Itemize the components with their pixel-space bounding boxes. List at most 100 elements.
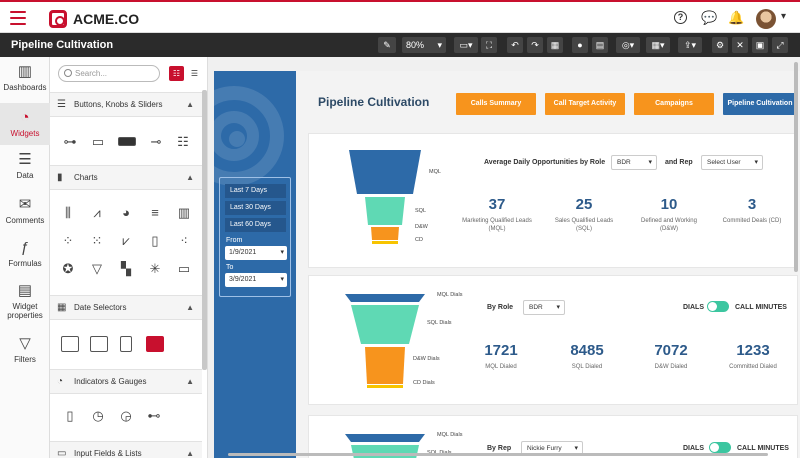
- radar-chart-icon[interactable]: ✪: [62, 261, 74, 276]
- magic-wand-icon[interactable]: ✎: [378, 37, 396, 53]
- dials-minutes-toggle[interactable]: [707, 301, 729, 312]
- chevron-down-icon[interactable]: ▾: [781, 11, 787, 22]
- canvas-vertical-scrollbar[interactable]: [794, 62, 798, 272]
- horizontal-bar-chart-icon[interactable]: ≡: [151, 205, 159, 220]
- save-icon[interactable]: ▣: [752, 37, 768, 53]
- chat-icon[interactable]: 💬: [701, 10, 718, 25]
- section-label: Buttons, Knobs & Sliders: [74, 100, 163, 109]
- share-icon[interactable]: ⤢: [772, 37, 788, 53]
- section-date-selectors[interactable]: ▦ Date Selectors ▲: [50, 295, 202, 320]
- traffic-light-widget-icon[interactable]: ▯: [66, 408, 74, 423]
- scatter-chart-icon[interactable]: ⁘: [62, 233, 74, 248]
- rail-item-widget-properties[interactable]: ▤ Widget properties: [0, 282, 50, 322]
- rail-item-comments[interactable]: ✉ Comments: [0, 196, 50, 234]
- hamburger-menu-icon[interactable]: [10, 11, 26, 25]
- avatar[interactable]: [756, 9, 776, 29]
- dials-minutes-toggle[interactable]: [709, 442, 731, 453]
- color-drop-icon[interactable]: ●: [572, 37, 588, 53]
- section-charts[interactable]: ▮ Charts ▲: [50, 165, 202, 190]
- day-widget-icon[interactable]: [146, 336, 164, 352]
- rail-item-formulas[interactable]: ƒ Formulas: [0, 239, 50, 277]
- line-chart-icon[interactable]: ⩘: [93, 205, 101, 220]
- kpi-label: Marketing Qualified Leads (MQL): [462, 218, 532, 232]
- dot-chart-icon[interactable]: ⁖: [180, 233, 188, 248]
- dials-funnel: [345, 294, 425, 388]
- role-select[interactable]: BDR: [611, 155, 657, 170]
- tab-calls-summary[interactable]: Calls Summary: [456, 93, 536, 115]
- tab-pipeline-cultivation[interactable]: Pipeline Cultivation: [723, 93, 797, 115]
- slider-widget-icon[interactable]: ☷: [177, 134, 189, 149]
- area-chart-icon[interactable]: ⩗: [122, 233, 130, 248]
- switch-widget-icon[interactable]: ⊸: [150, 134, 162, 149]
- date-option[interactable]: Last 7 Days: [225, 184, 286, 198]
- panel-scrollbar[interactable]: [202, 90, 207, 370]
- funnel-sql-dials: [351, 305, 419, 344]
- section-label: Date Selectors: [74, 303, 127, 312]
- filter-icon: ▽: [19, 335, 31, 352]
- close-icon[interactable]: ✕: [732, 37, 748, 53]
- tab-call-target-activity[interactable]: Call Target Activity: [545, 93, 625, 115]
- table-icon[interactable]: ▦▾: [646, 37, 670, 53]
- zoom-select[interactable]: 80% ▾: [402, 37, 446, 53]
- rail-label: Widget properties: [7, 302, 43, 320]
- redo-icon[interactable]: ↷: [527, 37, 543, 53]
- speedometer-widget-icon[interactable]: ◶: [120, 408, 132, 423]
- rail-label: Widgets: [10, 129, 40, 138]
- dashboard-canvas: Last 7 Days Last 30 Days Last 60 Days Fr…: [208, 57, 800, 458]
- dials-toggle-label: DIALS: [683, 445, 704, 452]
- rail-item-dashboards[interactable]: ▥ Dashboards: [0, 63, 50, 101]
- toggle-widget-icon[interactable]: ⊶: [63, 134, 77, 149]
- ok-button-widget-icon[interactable]: [118, 137, 136, 146]
- funnel-chart-icon[interactable]: ▽: [92, 261, 102, 276]
- search-input[interactable]: Search...: [58, 65, 160, 82]
- candlestick-chart-icon[interactable]: ⫼: [65, 205, 71, 220]
- gauge-icon: ◔: [57, 376, 64, 387]
- document-icon[interactable]: ▤: [592, 37, 608, 53]
- kpi-value: 25: [575, 196, 593, 213]
- dial-gauge-widget-icon[interactable]: ◷: [92, 408, 104, 423]
- grid-icon[interactable]: ▦: [547, 37, 563, 53]
- date-option[interactable]: Last 60 Days: [225, 218, 286, 232]
- column-chart-icon[interactable]: ▯: [151, 233, 159, 248]
- sparkline-chart-icon[interactable]: ▭: [177, 261, 191, 276]
- treemap-chart-icon[interactable]: ▚: [121, 261, 131, 276]
- hide-icon[interactable]: ◎▾: [616, 37, 640, 53]
- undo-icon[interactable]: ↶: [507, 37, 523, 53]
- gear-icon[interactable]: ⚙: [712, 37, 728, 53]
- canvas-horizontal-scrollbar[interactable]: [228, 453, 768, 456]
- date-picker-widget-icon[interactable]: [90, 336, 108, 352]
- bubble-chart-icon[interactable]: ⁙: [91, 233, 103, 248]
- kpi-label: Commited Deals (CD): [722, 218, 782, 224]
- section-buttons-knobs-sliders[interactable]: ☰ Buttons, Knobs & Sliders ▲: [50, 92, 202, 117]
- funnel-label: MQL Dials: [437, 432, 463, 438]
- linear-gauge-widget-icon[interactable]: ⊷: [147, 408, 161, 423]
- to-date-input[interactable]: 3/9/2021: [225, 273, 287, 287]
- from-date-input[interactable]: 1/9/2021: [225, 246, 287, 260]
- network-chart-icon[interactable]: ✳: [149, 261, 161, 276]
- rep-select[interactable]: Select User: [701, 155, 763, 170]
- tab-campaigns[interactable]: Campaigns: [634, 93, 714, 115]
- funnel-cd-dials: [367, 385, 403, 388]
- fullscreen-icon[interactable]: ⛶: [481, 37, 497, 53]
- dashboard-title: Pipeline Cultivation: [318, 95, 430, 109]
- section-input-fields-lists[interactable]: ▭ Input Fields & Lists ▲: [50, 441, 202, 458]
- bell-icon[interactable]: 🔔: [728, 10, 745, 25]
- date-option[interactable]: Last 30 Days: [225, 201, 286, 215]
- pie-chart-icon[interactable]: ◕: [122, 205, 130, 220]
- role-select[interactable]: BDR: [523, 300, 565, 315]
- monitor-icon[interactable]: ▭▾: [454, 37, 478, 53]
- list-view-icon[interactable]: ☷: [169, 66, 184, 81]
- section-indicators-gauges[interactable]: ◔ Indicators & Gauges ▲: [50, 369, 202, 394]
- button-widget-icon[interactable]: ▭: [91, 134, 105, 149]
- calendar-widget-icon[interactable]: [120, 336, 132, 352]
- bar-chart-icon[interactable]: ▥: [177, 205, 191, 220]
- rail-item-widgets[interactable]: ◔ Widgets: [0, 103, 50, 145]
- date-range-widget-icon[interactable]: [61, 336, 79, 352]
- brand-name: ACME.CO: [73, 11, 140, 27]
- export-icon[interactable]: ⇪▾: [678, 37, 702, 53]
- compact-view-icon[interactable]: ☰: [190, 69, 199, 78]
- rail-item-filters[interactable]: ▽ Filters: [0, 335, 50, 373]
- help-icon[interactable]: ?: [674, 11, 687, 24]
- rail-item-data[interactable]: ☰ Data: [0, 151, 50, 189]
- database-icon: ☰: [18, 151, 32, 168]
